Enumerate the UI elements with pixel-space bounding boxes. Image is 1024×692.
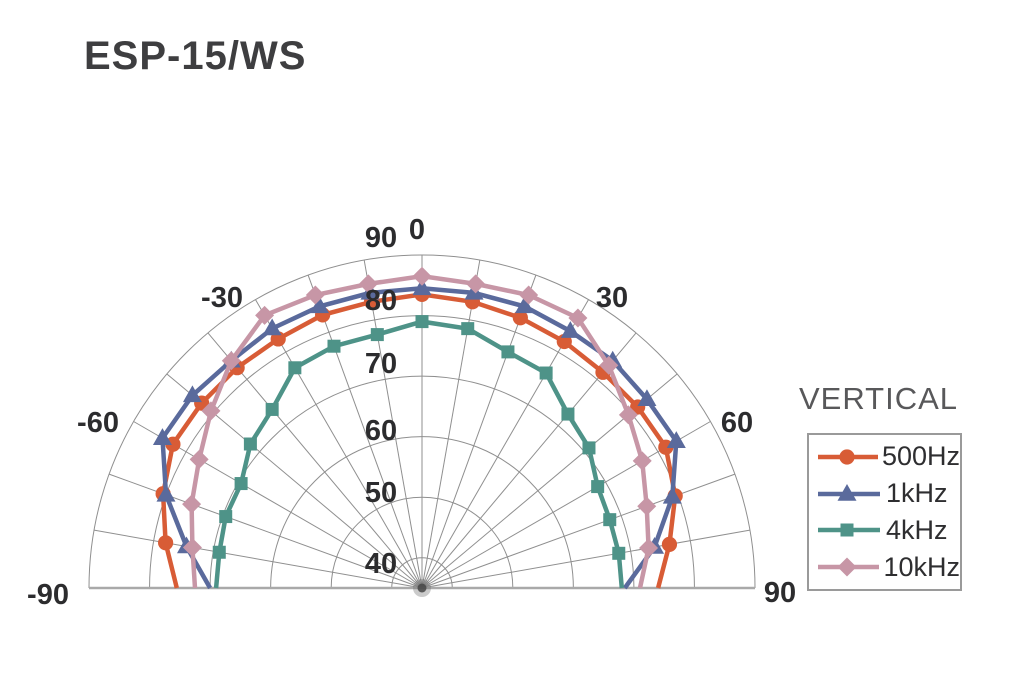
angle-tick-label: -90	[27, 579, 69, 611]
circle-marker-icon	[818, 449, 878, 465]
grid-spoke	[133, 421, 423, 589]
grid-spoke	[363, 259, 423, 589]
legend-title: VERTICAL	[799, 381, 959, 416]
angle-tick-label: 90	[764, 577, 796, 609]
series-line	[160, 286, 679, 590]
grid-spoke	[421, 259, 481, 589]
radial-tick-label: 80	[365, 285, 397, 317]
radial-tick-label: 70	[365, 348, 397, 380]
tick-labels: 40 50 60 70 80 90 -90 -60 -30 0 30 60 90	[27, 214, 796, 611]
legend-item-label: 4kHz	[886, 514, 948, 545]
grid-spoke	[255, 299, 423, 589]
angle-tick-label: -30	[201, 282, 243, 314]
series-line	[213, 319, 625, 589]
radial-tick-label: 90	[365, 222, 397, 254]
angle-tick-label: 30	[596, 282, 628, 314]
legend-item-4khz: 4kHz	[816, 513, 960, 547]
square-marker-icon	[818, 523, 880, 537]
radial-tick-label: 50	[365, 477, 397, 509]
legend-item-label: 10kHz	[883, 551, 960, 582]
grid-spoke	[307, 274, 423, 589]
page-title: ESP-15/WS	[84, 34, 307, 78]
legend-item-1khz: 1kHz	[816, 477, 960, 511]
legend-box: 500Hz 1kHz 4kHz 10kHz	[807, 433, 962, 591]
grid-spoke	[421, 473, 736, 589]
series-4kHz	[212, 315, 626, 589]
legend-item-10khz: 10kHz	[816, 550, 960, 584]
legend-item-500hz: 500Hz	[816, 440, 960, 474]
radial-tick-label: 40	[365, 548, 397, 580]
grid-spoke	[207, 332, 423, 589]
grid-spoke	[421, 274, 537, 589]
series-line	[160, 292, 678, 589]
series-500Hz	[155, 286, 683, 589]
series-1kHz	[152, 278, 686, 590]
center-point	[417, 583, 427, 593]
triangle-marker-icon	[818, 483, 880, 501]
legend-item-label: 1kHz	[886, 478, 948, 509]
angle-tick-label: 0	[409, 214, 425, 246]
grid-spoke	[93, 529, 423, 589]
series-10kHz	[182, 266, 659, 589]
grid-spoke	[421, 529, 751, 589]
diamond-marker-icon	[818, 557, 880, 577]
angle-tick-label: 60	[721, 407, 753, 439]
legend-item-label: 500Hz	[881, 441, 960, 472]
angle-tick-label: -60	[77, 407, 119, 439]
radial-tick-label: 60	[365, 415, 397, 447]
